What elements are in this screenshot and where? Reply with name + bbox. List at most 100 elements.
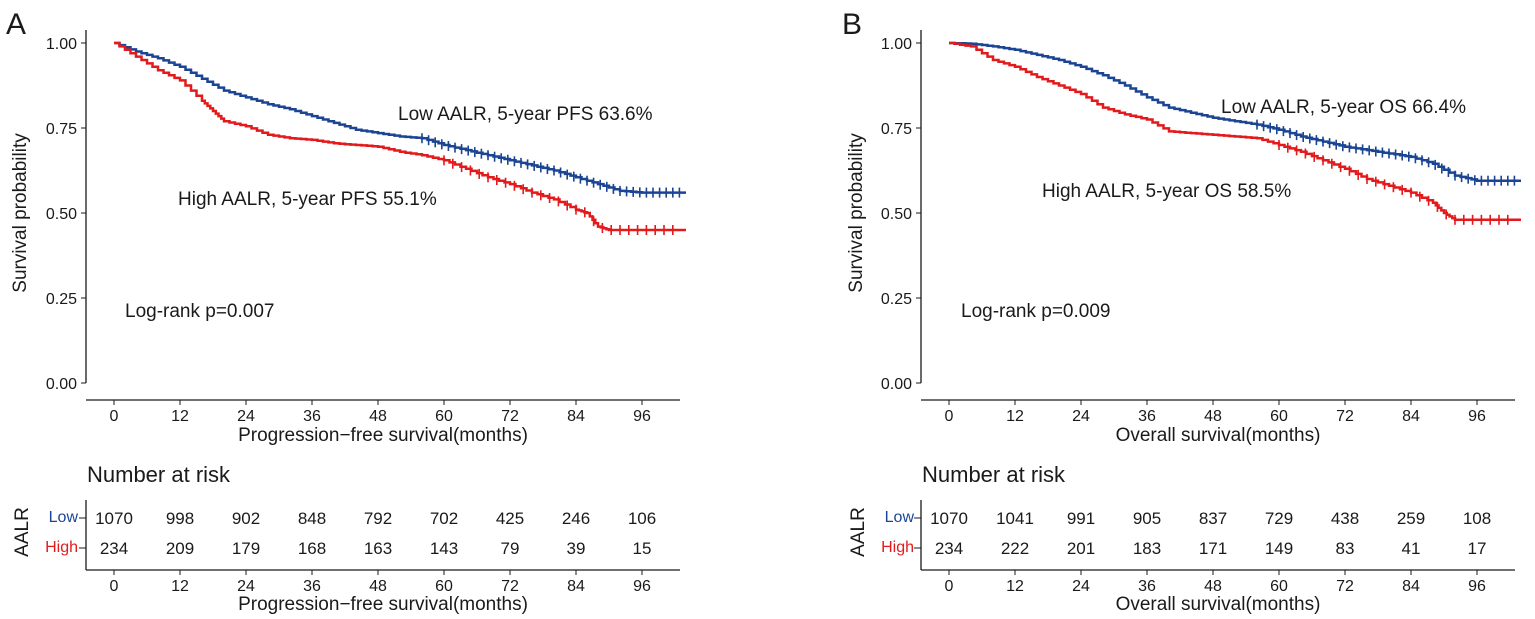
x-tick-label: 24 xyxy=(237,578,255,595)
risk-count-low: 729 xyxy=(1265,509,1293,528)
x-tick-label: 72 xyxy=(501,578,519,595)
panel-a-y-axis-label: Survival probability xyxy=(10,133,31,293)
y-tick-label: 0.25 xyxy=(46,291,77,308)
panel-a-risk-table: Number at risk AALR Low High 1070 998 90… xyxy=(12,462,680,615)
x-tick-label: 84 xyxy=(1402,408,1420,425)
risk-count-high: 163 xyxy=(364,539,392,558)
panel-b-high-aalr-curve xyxy=(949,41,1521,222)
y-tick-label: 0.75 xyxy=(46,121,77,138)
x-tick-label: 60 xyxy=(435,578,453,595)
panel-b-high-censor-marks xyxy=(1278,140,1509,225)
risk-count-high: 39 xyxy=(567,539,586,558)
panel-b-low-annotation: Low AALR, 5-year OS 66.4% xyxy=(1221,97,1466,118)
risk-count-high: 168 xyxy=(298,539,326,558)
risk-count-low: 848 xyxy=(298,509,326,528)
panel-a: A Survival probability 0.00 0.25 0.50 0.… xyxy=(6,8,686,615)
risk-count-high: 183 xyxy=(1133,539,1161,558)
x-tick-label: 12 xyxy=(1006,578,1024,595)
x-tick-label: 48 xyxy=(369,408,387,425)
risk-row-label-high: High xyxy=(45,539,78,556)
risk-table-title: Number at risk xyxy=(87,462,231,487)
panel-a-high-aalr-curve xyxy=(114,41,686,232)
x-tick-label: 72 xyxy=(501,408,519,425)
y-tick-label: 1.00 xyxy=(881,36,912,53)
risk-count-low: 792 xyxy=(364,509,392,528)
risk-count-low: 837 xyxy=(1199,509,1227,528)
y-tick-label: 0.00 xyxy=(46,376,77,393)
y-tick-label: 0.75 xyxy=(881,121,912,138)
x-tick-label: 72 xyxy=(1336,578,1354,595)
risk-count-low: 991 xyxy=(1067,509,1095,528)
risk-count-high: 149 xyxy=(1265,539,1293,558)
panel-b-x-axis-label: Overall survival(months) xyxy=(1116,425,1321,446)
x-tick-label: 84 xyxy=(567,578,585,595)
x-tick-label: 0 xyxy=(945,408,954,425)
x-tick-label: 0 xyxy=(110,578,119,595)
risk-count-low: 702 xyxy=(430,509,458,528)
risk-count-high: 179 xyxy=(232,539,260,558)
x-tick-label: 48 xyxy=(369,578,387,595)
panel-a-low-censor-marks xyxy=(421,133,681,198)
x-tick-label: 24 xyxy=(1072,408,1090,425)
risk-count-low: 1041 xyxy=(996,509,1034,528)
risk-row-label-low: Low xyxy=(49,509,79,526)
x-tick-label: 96 xyxy=(1468,408,1486,425)
x-tick-label: 36 xyxy=(1138,578,1156,595)
risk-count-high: 143 xyxy=(430,539,458,558)
risk-count-high: 41 xyxy=(1402,539,1421,558)
x-tick-label: 12 xyxy=(1006,408,1024,425)
risk-row-label-high: High xyxy=(881,539,914,556)
risk-count-low: 425 xyxy=(496,509,524,528)
panel-b-high-annotation: High AALR, 5-year OS 58.5% xyxy=(1042,181,1291,202)
x-tick-label: 60 xyxy=(435,408,453,425)
risk-table-group-label: AALR xyxy=(848,507,869,557)
risk-table-group-label: AALR xyxy=(12,507,33,557)
risk-count-high: 171 xyxy=(1199,539,1227,558)
risk-count-low: 905 xyxy=(1133,509,1161,528)
x-tick-label: 0 xyxy=(110,408,119,425)
x-tick-label: 24 xyxy=(1072,578,1090,595)
x-tick-label: 36 xyxy=(303,578,321,595)
risk-count-high: 234 xyxy=(100,539,128,558)
risk-count-low: 902 xyxy=(232,509,260,528)
panel-a-low-annotation: Low AALR, 5-year PFS 63.6% xyxy=(398,104,653,125)
y-tick-label: 0.25 xyxy=(881,291,912,308)
x-tick-label: 84 xyxy=(1402,578,1420,595)
risk-table-title: Number at risk xyxy=(922,462,1066,487)
x-tick-label: 36 xyxy=(303,408,321,425)
risk-count-low: 106 xyxy=(628,509,656,528)
panel-b-y-axis-label: Survival probability xyxy=(846,133,867,293)
x-tick-label: 0 xyxy=(945,578,954,595)
risk-count-low: 998 xyxy=(166,509,194,528)
x-tick-label: 48 xyxy=(1204,578,1222,595)
panel-b-pvalue: Log-rank p=0.009 xyxy=(961,301,1110,322)
risk-count-low: 259 xyxy=(1397,509,1425,528)
risk-count-low: 438 xyxy=(1331,509,1359,528)
x-tick-label: 96 xyxy=(1468,578,1486,595)
risk-count-low: 1070 xyxy=(95,509,133,528)
risk-row-label-low: Low xyxy=(885,509,915,526)
risk-count-low: 246 xyxy=(562,509,590,528)
panel-b-low-censor-marks xyxy=(1256,119,1516,186)
panel-a-pvalue: Log-rank p=0.007 xyxy=(125,301,274,322)
panel-a-high-annotation: High AALR, 5-year PFS 55.1% xyxy=(178,189,437,210)
panel-a-x-axis-label: Progression−free survival(months) xyxy=(238,425,528,446)
risk-count-high: 222 xyxy=(1001,539,1029,558)
y-tick-label: 0.50 xyxy=(881,206,912,223)
y-tick-label: 0.00 xyxy=(881,376,912,393)
x-tick-label: 24 xyxy=(237,408,255,425)
x-tick-label: 96 xyxy=(633,408,651,425)
panel-a-high-censor-marks xyxy=(443,155,674,235)
y-tick-label: 0.50 xyxy=(46,206,77,223)
x-tick-label: 96 xyxy=(633,578,651,595)
risk-count-low: 1070 xyxy=(930,509,968,528)
panel-b-y-ticks: 0.00 0.25 0.50 0.75 1.00 xyxy=(881,30,922,393)
x-tick-label: 12 xyxy=(171,408,189,425)
panel-b-x-ticks: 0 12 24 36 48 60 72 84 96 Overall surviv… xyxy=(921,399,1515,446)
panel-b-label: B xyxy=(842,8,862,41)
risk-count-high: 83 xyxy=(1336,539,1355,558)
x-tick-label: 48 xyxy=(1204,408,1222,425)
panel-a-x-ticks: 0 12 24 36 48 60 72 84 96 Progression−fr… xyxy=(86,399,680,446)
risk-count-high: 15 xyxy=(633,539,652,558)
